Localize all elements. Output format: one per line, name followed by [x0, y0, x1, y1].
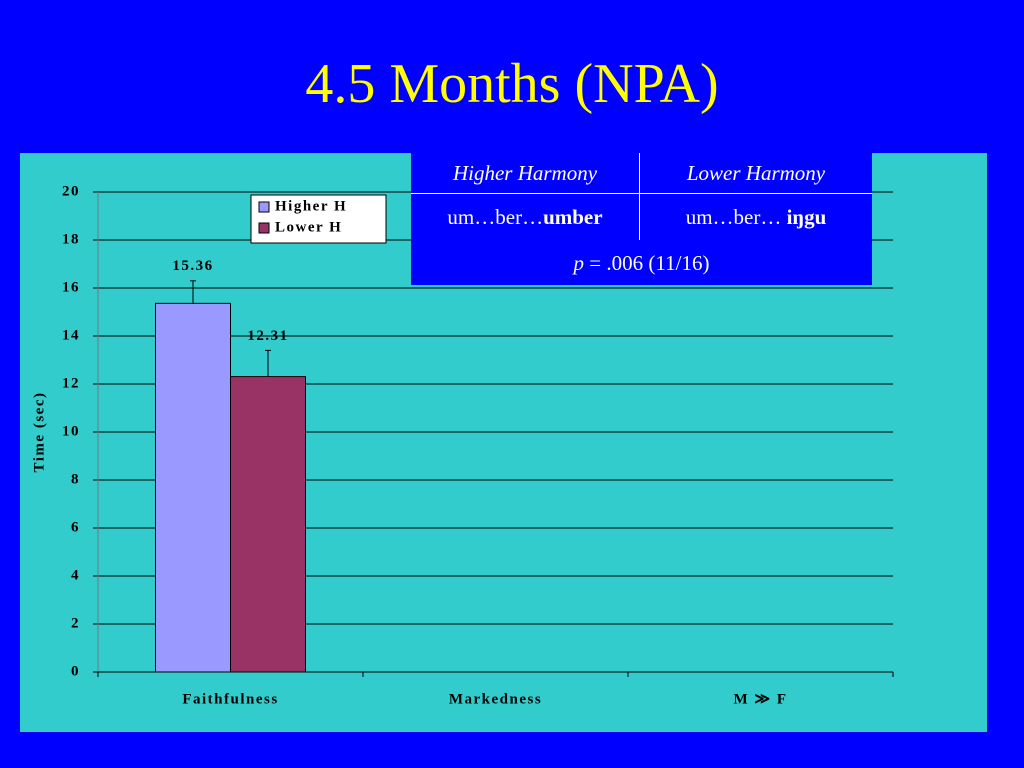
value-label: 15.36 — [172, 258, 213, 274]
y-tick-label: 20 — [62, 183, 80, 199]
y-tick-label: 10 — [62, 423, 80, 439]
y-axis-title: Time (sec) — [31, 392, 47, 473]
x-tick-label: Markedness — [449, 691, 542, 707]
slide-title: 4.5 Months (NPA) — [305, 53, 719, 115]
note-italic: p — [573, 250, 585, 275]
table-header: Lower Harmony — [640, 153, 872, 194]
cell-text: um…ber… — [447, 204, 544, 229]
x-tick-label: Faithfulness — [182, 691, 278, 707]
cell-bold: umber — [543, 204, 603, 229]
legend-box — [250, 194, 387, 244]
legend-swatch — [258, 201, 270, 213]
bar — [155, 302, 231, 673]
legend-swatch — [258, 222, 270, 234]
note-text: = .006 (11/16) — [584, 250, 710, 275]
y-tick-label: 2 — [71, 615, 80, 631]
bar — [230, 376, 306, 673]
y-tick-label: 12 — [62, 375, 80, 391]
y-tick-label: 8 — [71, 471, 80, 487]
table-cell: um…ber… iŋgu — [640, 194, 872, 240]
y-tick-label: 6 — [71, 519, 80, 535]
y-tick-label: 0 — [71, 663, 80, 679]
y-tick-label: 4 — [71, 567, 80, 583]
legend-label: Lower H — [275, 219, 342, 235]
value-label: 12.31 — [247, 328, 288, 344]
y-tick-label: 14 — [62, 327, 80, 343]
table: Higher Harmony Lower Harmony um…ber… umbe… — [411, 153, 872, 285]
table-header: Higher Harmony — [411, 153, 640, 194]
x-tick-label: M ≫ F — [733, 691, 787, 707]
legend-label: Higher H — [275, 198, 347, 214]
cell-text: um…ber… — [685, 204, 787, 229]
cell-bold: iŋgu — [786, 204, 827, 229]
y-tick-label: 16 — [62, 279, 80, 295]
table-note: p = .006 (11/16) — [411, 241, 872, 285]
table-cell: um…ber… umber — [411, 194, 640, 240]
y-tick-label: 18 — [62, 231, 80, 247]
